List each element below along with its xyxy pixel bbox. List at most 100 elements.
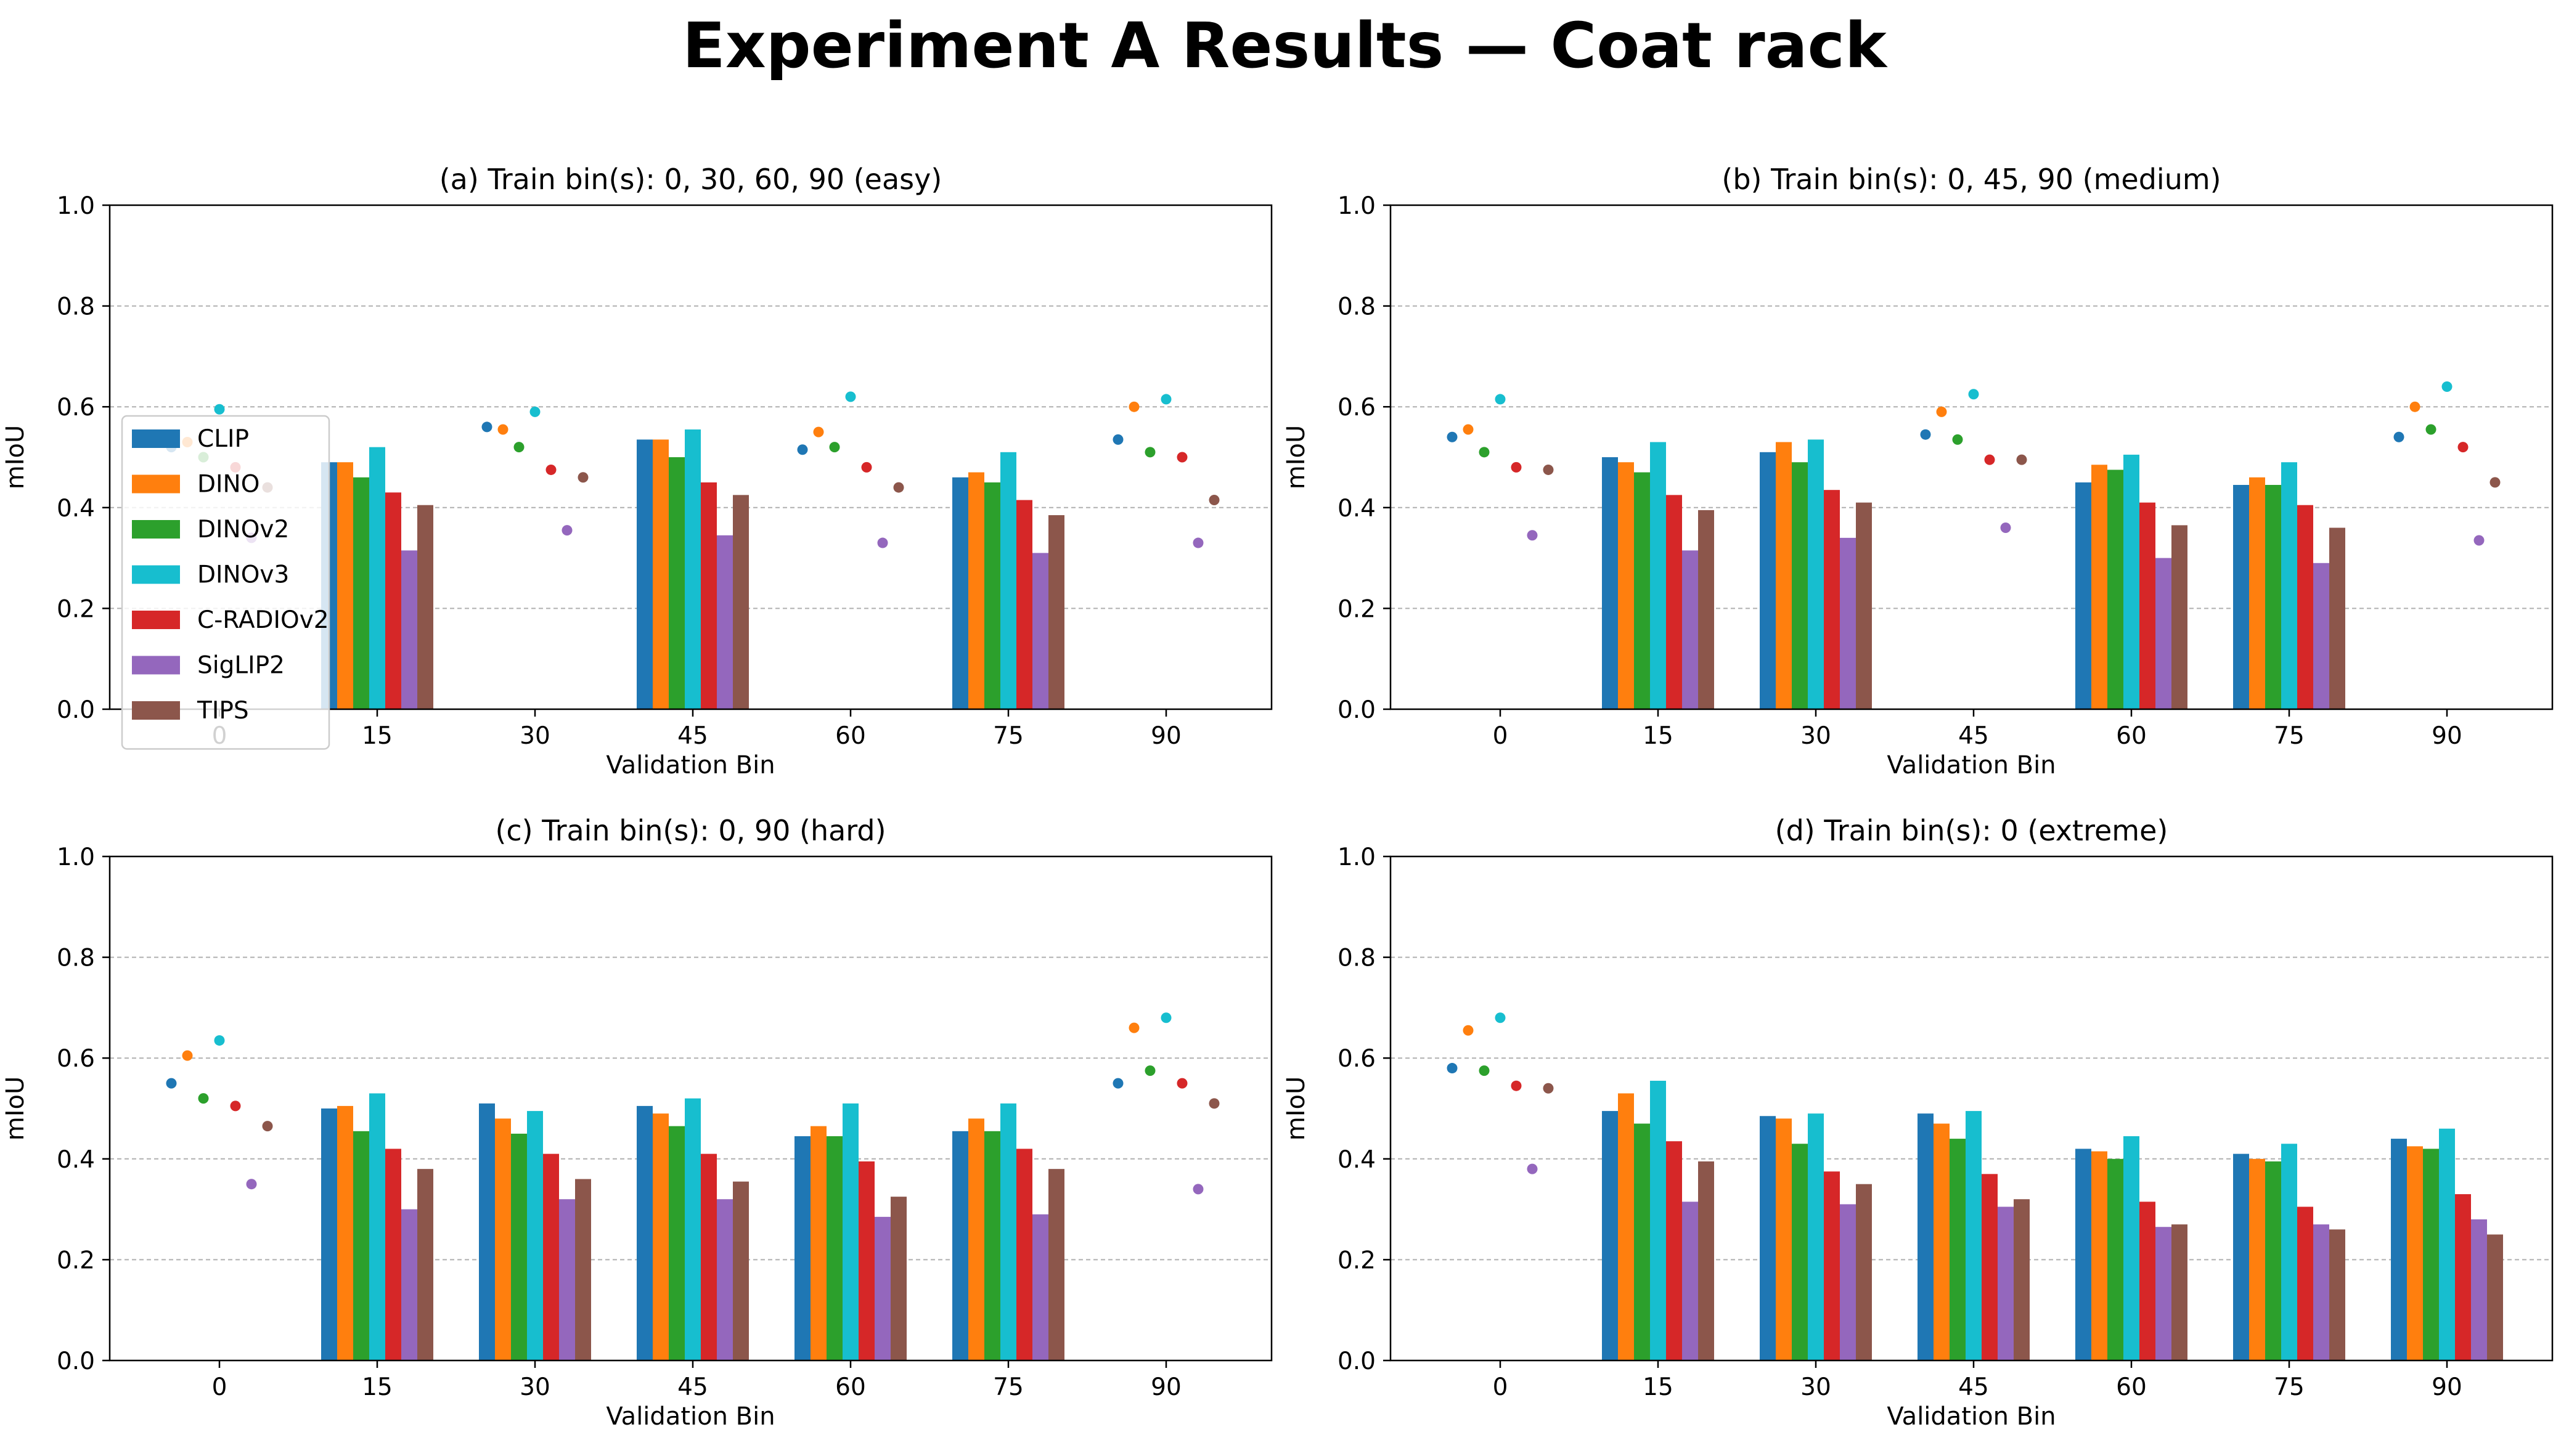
bar-dinov3-75 — [1000, 1103, 1016, 1360]
legend-swatch-siglip2 — [132, 656, 180, 675]
point-c-radiov2-90 — [1177, 452, 1188, 463]
bar-tips-30 — [575, 1179, 591, 1360]
point-tips-0 — [262, 1121, 273, 1132]
y-axis-label: mIoU — [1282, 425, 1310, 490]
point-dinov2-90 — [1145, 447, 1156, 458]
bar-c-radiov2-30 — [543, 1153, 559, 1360]
bar-siglip2-75 — [1032, 553, 1048, 709]
figure-title: Experiment A Results — Coat rack — [682, 9, 1887, 83]
bar-clip-60 — [2075, 1149, 2091, 1360]
point-siglip2-90 — [2473, 535, 2485, 546]
y-tick-label: 0.2 — [1338, 1247, 1376, 1274]
legend-swatch-dinov3 — [132, 565, 180, 584]
bar-clip-30 — [1760, 452, 1776, 709]
x-tick-label: 45 — [1958, 722, 1989, 750]
x-tick-label: 45 — [1958, 1373, 1989, 1401]
axes-frame — [108, 855, 1273, 1362]
bar-siglip2-30 — [1840, 537, 1856, 709]
bar-tips-45 — [733, 1181, 749, 1360]
y-axis-label: mIoU — [1282, 1076, 1310, 1141]
panel-title: (d) Train bin(s): 0 (extreme) — [1775, 814, 2168, 847]
legend-swatch-clip — [132, 429, 180, 448]
x-tick-label: 15 — [1643, 722, 1673, 750]
point-tips-90 — [1209, 1098, 1220, 1109]
legend-label-siglip2: SigLIP2 — [197, 652, 285, 680]
point-dinov3-90 — [1161, 394, 1172, 405]
bar-dino-75 — [2249, 477, 2265, 709]
bar-siglip2-45 — [717, 535, 733, 709]
bar-c-radiov2-30 — [1824, 1171, 1840, 1360]
bar-dinov2-45 — [1950, 1139, 1966, 1360]
x-tick-label: 90 — [2432, 722, 2462, 750]
point-siglip2-60 — [877, 537, 888, 548]
bar-dino-45 — [653, 439, 669, 709]
chart-panel-b: (b) Train bin(s): 0, 45, 90 (medium) 0.0 0… — [1282, 163, 2554, 779]
bar-siglip2-45 — [717, 1199, 733, 1360]
legend-label-c-radiov2: C-RADIOv2 — [197, 606, 329, 634]
bar-c-radiov2-75 — [2297, 505, 2313, 709]
bar-tips-30 — [1856, 502, 1872, 709]
bar-dino-60 — [2091, 1151, 2107, 1360]
point-tips-0 — [1543, 1083, 1554, 1094]
bar-siglip2-90 — [2471, 1219, 2487, 1360]
point-c-radiov2-60 — [861, 462, 872, 473]
x-tick-label: 30 — [1800, 1373, 1831, 1401]
point-siglip2-90 — [1193, 537, 1204, 548]
x-tick-label: 15 — [362, 1373, 393, 1401]
y-tick-label: 1.0 — [57, 192, 95, 220]
bar-c-radiov2-75 — [1016, 500, 1032, 709]
bar-dinov2-45 — [669, 1126, 685, 1360]
x-tick-label: 60 — [2116, 722, 2147, 750]
bar-clip-75 — [2233, 484, 2249, 709]
y-tick-label: 0.4 — [1338, 495, 1376, 523]
point-siglip2-0 — [246, 1179, 257, 1190]
bar-clip-45 — [637, 1105, 653, 1360]
bar-tips-15 — [417, 505, 433, 709]
x-tick-label: 60 — [835, 1373, 866, 1401]
bar-dinov3-45 — [1966, 1111, 1982, 1360]
point-dino-0 — [1463, 1025, 1474, 1036]
bar-dinov3-60 — [2123, 1136, 2139, 1360]
bar-c-radiov2-45 — [1982, 1174, 1998, 1360]
y-tick-label: 1.0 — [1338, 844, 1376, 871]
bar-tips-15 — [1698, 1161, 1714, 1360]
x-tick-label: 0 — [212, 1373, 227, 1401]
bar-dinov2-30 — [1792, 462, 1808, 709]
point-siglip2-45 — [2000, 523, 2011, 534]
bar-siglip2-60 — [2155, 558, 2171, 709]
bar-dinov3-15 — [369, 1093, 385, 1360]
x-tick-label: 75 — [993, 722, 1024, 750]
y-tick-label: 0.8 — [1338, 945, 1376, 972]
bar-tips-15 — [417, 1169, 433, 1360]
bar-tips-60 — [2171, 525, 2187, 709]
bar-dinov2-30 — [511, 1133, 527, 1360]
bar-tips-30 — [1856, 1184, 1872, 1360]
chart-panel-c: (c) Train bin(s): 0, 90 (hard) 0.0 0.2 0.4 0… — [1, 814, 1273, 1431]
bar-tips-75 — [2329, 527, 2345, 709]
point-clip-0 — [1447, 1063, 1458, 1074]
legend-swatch-tips — [132, 701, 180, 720]
point-dinov3-30 — [529, 406, 541, 417]
point-tips-90 — [1209, 495, 1220, 506]
point-tips-30 — [578, 472, 589, 483]
x-tick-label: 45 — [677, 722, 708, 750]
y-tick-label: 0.4 — [1338, 1146, 1376, 1174]
legend-swatch-dinov2 — [132, 520, 180, 539]
point-clip-90 — [1113, 1078, 1124, 1089]
x-tick-label: 30 — [1800, 722, 1831, 750]
x-tick-label: 0 — [1493, 722, 1508, 750]
bar-clip-15 — [321, 1108, 337, 1360]
bar-dinov2-60 — [2107, 1158, 2123, 1360]
chart-panel-a: (a) Train bin(s): 0, 30, 60, 90 (easy) 0.… — [1, 163, 1273, 779]
bar-clip-15 — [1602, 457, 1618, 709]
point-dino-0 — [182, 1050, 193, 1061]
legend-swatch-c-radiov2 — [132, 611, 180, 629]
bar-siglip2-60 — [2155, 1227, 2171, 1360]
bar-dinov3-30 — [1808, 439, 1824, 709]
point-siglip2-30 — [562, 525, 573, 536]
point-dino-0 — [1463, 424, 1474, 435]
y-axis-label: mIoU — [1, 1076, 30, 1141]
bar-c-radiov2-60 — [859, 1161, 875, 1360]
bar-clip-45 — [1918, 1113, 1934, 1360]
point-dinov2-90 — [1145, 1065, 1156, 1076]
